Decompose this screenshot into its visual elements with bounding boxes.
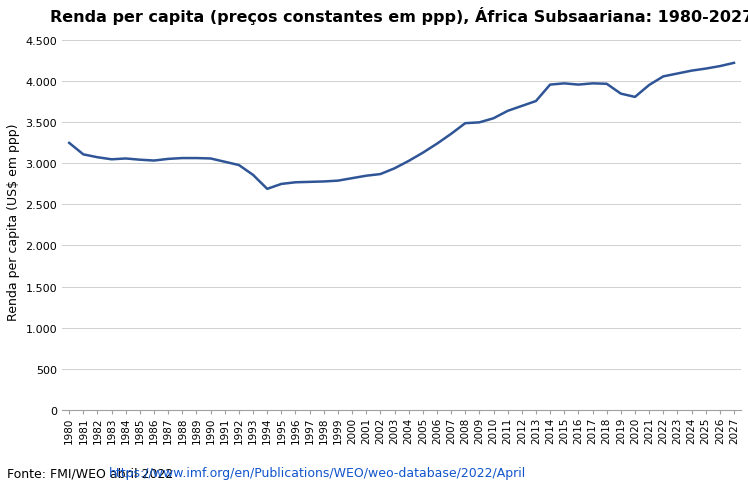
Y-axis label: Renda per capita (US$ em ppp): Renda per capita (US$ em ppp) — [7, 123, 20, 320]
Text: Fonte: FMI/WEO abril 2022: Fonte: FMI/WEO abril 2022 — [7, 466, 178, 479]
Title: Renda per capita (preços constantes em ppp), África Subsaariana: 1980-2027: Renda per capita (preços constantes em p… — [50, 7, 748, 25]
Text: https://www.imf.org/en/Publications/WEO/weo-database/2022/April: https://www.imf.org/en/Publications/WEO/… — [108, 466, 526, 479]
